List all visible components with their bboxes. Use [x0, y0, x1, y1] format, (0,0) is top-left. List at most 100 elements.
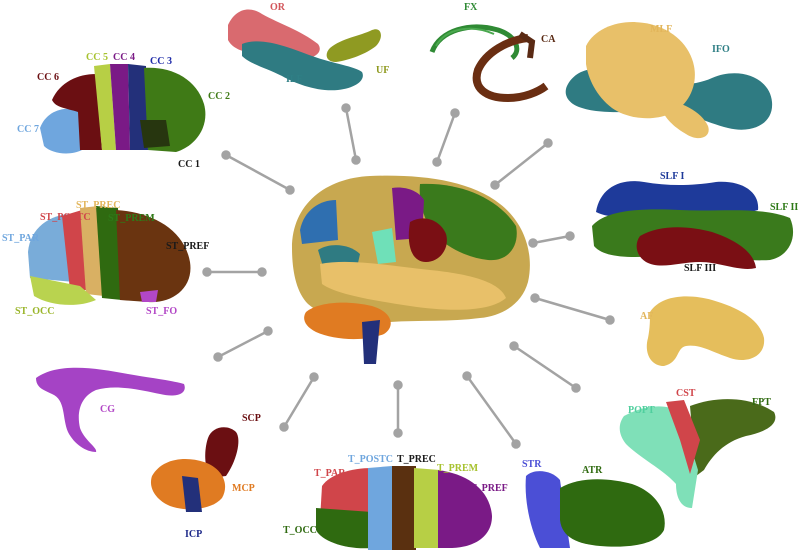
t-prec-region [392, 466, 416, 550]
connector-slf [528, 231, 575, 248]
label-mlf: MLF [650, 24, 673, 35]
label-cc7: CC 7 [17, 124, 39, 135]
connector-thalamic [393, 380, 403, 438]
label-mcp: MCP [232, 483, 255, 494]
label-t-pref: T_PREF [470, 483, 508, 494]
af-bundle [646, 296, 765, 366]
t-postc-region [368, 466, 392, 550]
panel-thalamic [316, 466, 492, 550]
label-fx: FX [464, 2, 478, 13]
connector-fx-ca [432, 108, 460, 167]
cg-bundle [36, 367, 185, 452]
fpt-bundle [690, 399, 776, 476]
ilf-bundle [242, 41, 363, 91]
connector-cerebellar [279, 372, 319, 432]
panel-str-atr [525, 471, 665, 548]
connector-af [530, 293, 615, 325]
atr-bundle [560, 479, 665, 547]
t-prem-region [414, 468, 440, 548]
connector-cg [213, 326, 273, 362]
cc4-region [110, 64, 130, 150]
label-ca: CA [541, 34, 556, 45]
panel-af [646, 296, 765, 366]
connector-st [202, 267, 267, 277]
label-st-occ: ST_OCC [15, 306, 55, 317]
scp-bundle [205, 427, 239, 478]
panel-cerebellar [150, 427, 239, 512]
label-cc2: CC 2 [208, 91, 230, 102]
connectors [202, 103, 615, 449]
label-cg: CG [100, 404, 115, 415]
brain-stem [362, 320, 380, 364]
label-popt: POPT [628, 405, 655, 416]
mlf-bundle [586, 22, 695, 119]
connector-or-ilf [341, 103, 361, 165]
icp-bundle [182, 476, 202, 512]
label-t-par: T_PAR [314, 468, 346, 479]
cc6-region [52, 74, 102, 150]
label-t-prem: T_PREM [437, 463, 479, 474]
st-par-region [28, 214, 74, 282]
t-par-region [320, 468, 372, 520]
cst-bundle [666, 400, 700, 474]
brain-mint [372, 228, 396, 264]
label-scp: SCP [242, 413, 261, 424]
connector-mlf-ifo [490, 138, 553, 190]
panel-full-brain [292, 175, 530, 364]
uf-bundle [326, 29, 381, 62]
label-icp: ICP [185, 529, 203, 540]
label-slf2: SLF II [770, 202, 799, 213]
slf1-region [596, 181, 759, 217]
str-bundle [525, 471, 570, 548]
cc7-region [40, 108, 82, 154]
label-fpt: FPT [752, 397, 771, 408]
connector-cst [509, 341, 581, 393]
brain-yellow-core [320, 261, 506, 310]
label-slf1: SLF I [660, 171, 685, 182]
label-st-postc: ST_POSTC [40, 212, 91, 223]
label-st-prem: ST_PREM [108, 213, 155, 224]
label-cc3: CC 3 [150, 56, 172, 67]
label-cst: CST [676, 388, 696, 399]
connector-str-atr [462, 371, 521, 449]
t-occ-region [316, 508, 372, 549]
slf3-region [636, 227, 756, 269]
brain-maroon [408, 218, 447, 262]
fx-bundle-2 [435, 27, 495, 47]
st-occ-region [30, 276, 96, 305]
label-cc4: CC 4 [113, 52, 135, 63]
brain-blue [300, 200, 338, 244]
panel-st [28, 206, 191, 305]
label-st-par: ST_PAR [2, 233, 40, 244]
panel-cc [40, 64, 206, 154]
label-uf: UF [376, 65, 390, 76]
label-t-occ: T_OCC [283, 525, 317, 536]
ca-stem [518, 31, 536, 59]
label-cc1: CC 1 [178, 159, 200, 170]
cc1-region [140, 120, 170, 148]
panel-slf [592, 181, 794, 269]
label-st-fo: ST_FO [146, 306, 178, 317]
panel-cg [36, 367, 185, 452]
cc5-region [94, 64, 116, 150]
label-ilf: ILF [286, 74, 303, 85]
panel-cst-popt-fpt [619, 399, 776, 508]
label-atr: ATR [582, 465, 603, 476]
panel-mlf-ifo [565, 22, 773, 139]
label-cc6: CC 6 [37, 72, 59, 83]
label-af: AF [640, 311, 654, 322]
panel-fx-ca [429, 24, 549, 103]
st-prem-region [96, 206, 122, 300]
connector-cc [221, 150, 295, 195]
label-slf3: SLF III [684, 263, 717, 274]
ca-bundle [472, 34, 549, 103]
panel-or-ilf-uf [228, 9, 381, 91]
label-str: STR [522, 459, 542, 470]
t-pref-region [438, 470, 492, 548]
label-st-pref: ST_PREF [166, 241, 210, 252]
label-t-prec: T_PREC [397, 454, 436, 465]
st-postc-region [62, 210, 88, 290]
label-st-prec: ST_PREC [76, 200, 121, 211]
